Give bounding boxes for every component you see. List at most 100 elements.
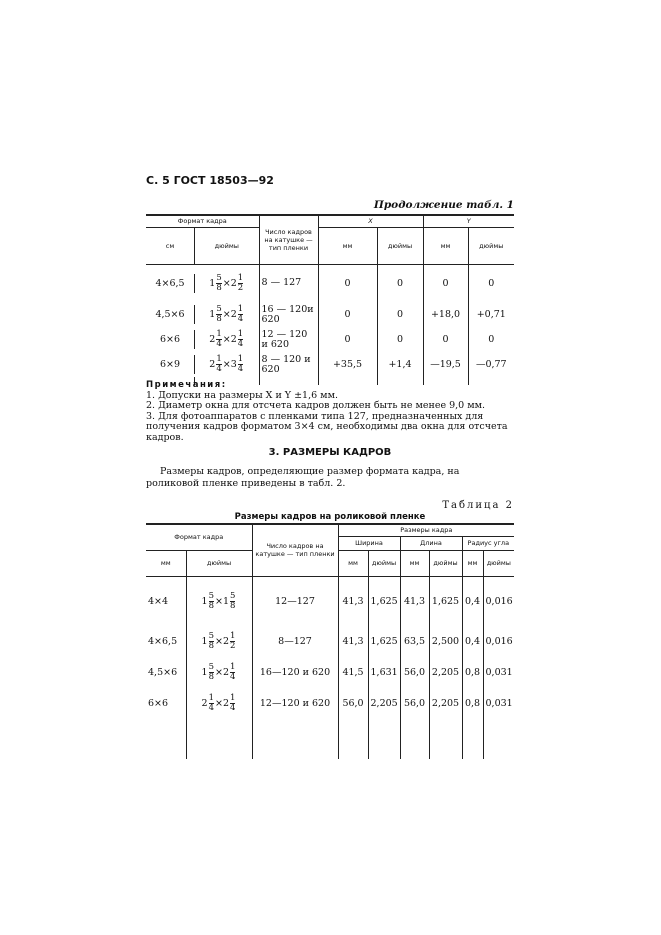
table-row: 4×6,5 1 5 8 ×2 1 2 8 — 127 0 0 0 0 [146,264,515,302]
th2-format: Формат кадра [146,524,253,551]
numerator: 1 [216,354,222,365]
denominator: 4 [208,703,215,713]
th2-l-inch: дюймы [428,550,463,576]
table-row: 4,5×6 1 5 8 ×2 1 4 16—120 и 620 41,5 1,631 56… [146,657,515,688]
th2-r-inch: дюймы [482,550,515,576]
th2-sizes: Размеры кадра [337,524,515,537]
cell-length-mm: 56,0 [399,688,430,719]
numerator: 1 [237,354,244,365]
th-y-inch: дюймы [467,227,515,264]
th2-radius: Радиус угла [461,536,515,551]
denominator: 2 [237,282,244,293]
cell-y-inch: —0,77 [467,352,515,377]
th-y: Y [422,215,515,228]
cell-width-inch: 1,625 [367,576,401,626]
whole: 3 [230,359,237,370]
table-row: 4×4 1 5 8 ×1 5 8 12—127 41,3 1,625 41,3 1,625… [146,576,515,626]
cell-inches: 1 5 8 ×2 1 2 [194,272,259,293]
cell-frames: 8 — 127 [258,264,318,302]
cell-inches: 2 1 4 ×2 1 4 [194,330,259,349]
numerator: 5 [216,272,222,284]
cell-length-inch: 1,625 [428,576,463,626]
numerator: 1 [208,693,215,704]
cell-frames: 16—120 и 620 [251,657,339,688]
numerator: 1 [237,329,244,340]
th2-l-mm: мм [399,550,430,576]
note-1: 1. Допуски на размеры X и Y ±1,6 мм. [146,389,338,401]
th-x-mm: мм [317,227,377,264]
cell-y-mm: +18,0 [422,302,469,327]
cell-radius-inch: 0,016 [482,576,515,626]
table2-label: Таблица 2 [442,500,514,511]
cell-cm: 6×9 [159,359,181,370]
whole: 1 [209,309,216,320]
cell-x-inch: 0 [376,327,424,352]
cell-length-mm: 41,3 [399,576,430,626]
th2-mm: мм [160,559,171,567]
table-row: 6×6 2 1 4 ×2 1 4 12—120 и 620 56,0 2,205 56,0… [146,688,515,719]
whole: 2 [201,698,208,709]
note-2: 2. Диаметр окна для отсчета кадров долже… [146,400,486,411]
numerator: 1 [237,304,244,315]
whole: 2 [230,309,237,320]
denominator: 4 [230,703,236,713]
whole: 1 [222,595,230,607]
cell-x-mm: 0 [317,327,377,352]
cell-x-mm: +35,5 [317,352,377,377]
denominator: 4 [230,672,236,682]
cell-frames: 8—127 [251,626,339,657]
cell-x-mm: 0 [317,264,377,302]
whole: 2 [230,334,237,345]
whole: 2 [222,636,230,647]
cell-inches: 1 5 8 ×1 5 8 [185,576,253,626]
cell-width-mm: 56,0 [337,688,369,719]
denominator: 8 [208,672,215,682]
denominator: 4 [237,339,244,349]
whole: 1 [201,595,208,607]
numerator: 1 [230,631,236,642]
cell-radius-inch: 0,031 [482,657,515,688]
numerator: 1 [216,329,222,340]
cell-length-mm: 56,0 [399,657,430,688]
cell-inches: 2 1 4 ×2 1 4 [185,688,253,719]
table-row: 4×6,5 1 5 8 ×2 1 2 8—127 41,3 1,625 63,5 2,50… [146,626,515,657]
notes-title: Примечания: [146,380,227,390]
th-y-mm: мм [422,227,469,264]
table-row: 6×6 2 1 4 ×2 1 4 12 — 120 и 620 0 0 0 0 [146,327,515,352]
denominator: 4 [216,364,222,374]
table-row: 4,5×6 1 5 8 ×2 1 4 16 — 120и 620 0 0 +18,0 +0,… [146,302,515,327]
denominator: 4 [216,339,222,349]
cell-y-inch: 0 [467,327,515,352]
denominator: 8 [230,600,236,611]
denominator: 8 [216,314,222,324]
cell-width-inch: 1,625 [367,626,401,657]
cell-length-inch: 2,205 [428,688,463,719]
cell-frames: 16 — 120и 620 [258,302,318,327]
whole: 2 [230,277,237,289]
th-cm-inches: см дюймы [146,227,259,264]
cell-length-mm: 63,5 [399,626,430,657]
th2-inches: дюймы [185,550,253,576]
numerator: 5 [230,590,236,602]
page-header: С. 5 ГОСТ 18503—92 [146,174,274,187]
cell-x-inch: 0 [376,264,424,302]
numerator: 5 [208,662,215,673]
whole: 1 [201,636,208,647]
th-inches: дюймы [194,227,259,264]
cell-inches: 2 1 4 ×3 1 4 [194,355,259,374]
cell-mm: 4,5×6 [148,667,178,678]
